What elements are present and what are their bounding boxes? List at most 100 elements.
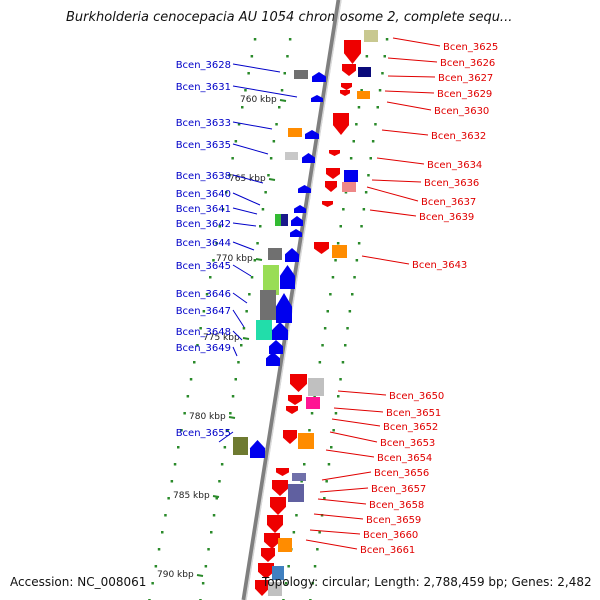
right-gene-label: Bcen_3639 — [419, 212, 474, 223]
right-gene-leader — [321, 471, 372, 481]
gene-block — [281, 214, 288, 226]
gene-arrow-forward — [311, 95, 323, 102]
gene-block — [332, 245, 347, 258]
gene-block — [268, 582, 282, 596]
gene-arrow-reverse — [288, 395, 302, 405]
gene-arrow-reverse — [290, 374, 307, 392]
right-gene-leader — [386, 101, 432, 111]
right-gene-label: Bcen_3661 — [360, 545, 415, 556]
left-gene-label: Bcen_3647 — [176, 306, 231, 317]
left-gene-label: Bcen_3633 — [176, 118, 231, 129]
gene-arrow-reverse — [340, 90, 350, 96]
tick-dot — [267, 174, 270, 177]
tick-dot — [193, 361, 196, 364]
right-gene-label: Bcen_3651 — [386, 408, 441, 419]
gene-arrow-forward — [305, 130, 319, 139]
tick-dot — [344, 344, 347, 347]
left-gene-label: Bcen_3655 — [176, 428, 231, 439]
tick-dot — [253, 259, 257, 262]
left-gene-label: Bcen_3631 — [176, 82, 231, 93]
right-gene-label: Bcen_3626 — [440, 58, 495, 69]
tick-dot — [280, 89, 284, 92]
left-gene-leader — [232, 174, 264, 184]
tick-dot — [310, 412, 314, 415]
map-title: Burkholderia cenocepacia AU 1054 chromos… — [66, 10, 513, 25]
tick-dot — [378, 89, 382, 92]
gene-arrow-reverse — [270, 497, 286, 515]
left-gene-label: Bcen_3638 — [176, 171, 231, 182]
right-gene-label: Bcen_3643 — [412, 260, 467, 271]
tick-dot — [199, 327, 202, 330]
tick-dot — [231, 395, 235, 398]
tick-dot — [240, 344, 243, 347]
left-gene-leader — [218, 431, 234, 443]
right-gene-leader — [371, 179, 422, 183]
tick-dot — [204, 565, 208, 568]
tick-dot — [226, 429, 229, 432]
gene-arrow-forward — [280, 265, 295, 289]
tick-dot — [385, 38, 389, 41]
tick-dot — [376, 106, 379, 109]
left-gene-leader — [232, 241, 255, 251]
gene-arrow-reverse — [264, 533, 280, 549]
right-gene-leader — [333, 407, 384, 413]
right-gene-leader — [392, 37, 441, 47]
tick-dot — [202, 310, 206, 313]
left-gene-leader — [232, 292, 248, 304]
tick-dot — [339, 378, 342, 381]
gene-arrow-forward — [291, 216, 303, 226]
tick-dot — [325, 480, 328, 483]
scale-tick-label: 790 kbp — [157, 570, 194, 580]
gene-arrow-forward — [276, 293, 292, 323]
tick-dot — [218, 480, 221, 483]
right-gene-leader — [325, 449, 375, 458]
left-gene-leader — [232, 264, 252, 277]
tick-dot — [205, 293, 209, 296]
gene-block — [260, 290, 276, 320]
scale-tick-mark — [255, 258, 263, 261]
tick-dot — [371, 140, 375, 143]
left-gene-leader — [232, 85, 298, 98]
tick-dot — [316, 548, 319, 551]
gene-features — [233, 30, 378, 596]
chromosome-axis-highlight — [245, 0, 342, 600]
gene-block — [357, 91, 370, 99]
tick-dot — [357, 242, 361, 245]
gene-block — [263, 265, 279, 295]
gene-arrow-forward — [269, 340, 283, 354]
tick-dot — [287, 565, 290, 568]
tick-dot — [318, 531, 321, 534]
gene-block — [278, 538, 292, 552]
tick-dot — [269, 157, 273, 160]
right-gene-label: Bcen_3627 — [438, 73, 493, 84]
tick-dot — [272, 140, 276, 143]
tick-dot — [349, 157, 353, 160]
tick-dot — [346, 327, 349, 330]
tick-dot — [256, 242, 259, 245]
gene-arrow-reverse — [325, 181, 337, 192]
tick-dot — [212, 259, 215, 262]
tick-dot — [157, 548, 161, 551]
right-gene-leader — [319, 487, 369, 493]
accession-text: Accession: NC_008061 — [10, 575, 147, 589]
gene-block — [292, 473, 306, 481]
tick-dot — [321, 344, 324, 347]
left-gene-label: Bcen_3641 — [176, 204, 231, 215]
gene-arrow-reverse — [329, 150, 340, 156]
tick-dot — [183, 412, 186, 415]
right-gene-label: Bcen_3652 — [383, 422, 438, 433]
right-gene-label: Bcen_3632 — [431, 131, 486, 142]
tick-dot — [201, 582, 205, 585]
gene-block — [272, 566, 284, 580]
right-gene-label: Bcen_3660 — [363, 530, 418, 541]
tick-dot — [286, 55, 289, 58]
right-gene-label: Bcen_3654 — [377, 453, 432, 464]
tick-dot — [365, 55, 369, 58]
left-gene-leader — [232, 143, 269, 155]
right-gene-label: Bcen_3634 — [427, 160, 482, 171]
tick-dot — [352, 140, 355, 143]
gene-block — [306, 397, 320, 409]
tick-dot — [180, 429, 183, 432]
tick-dot — [323, 497, 326, 500]
